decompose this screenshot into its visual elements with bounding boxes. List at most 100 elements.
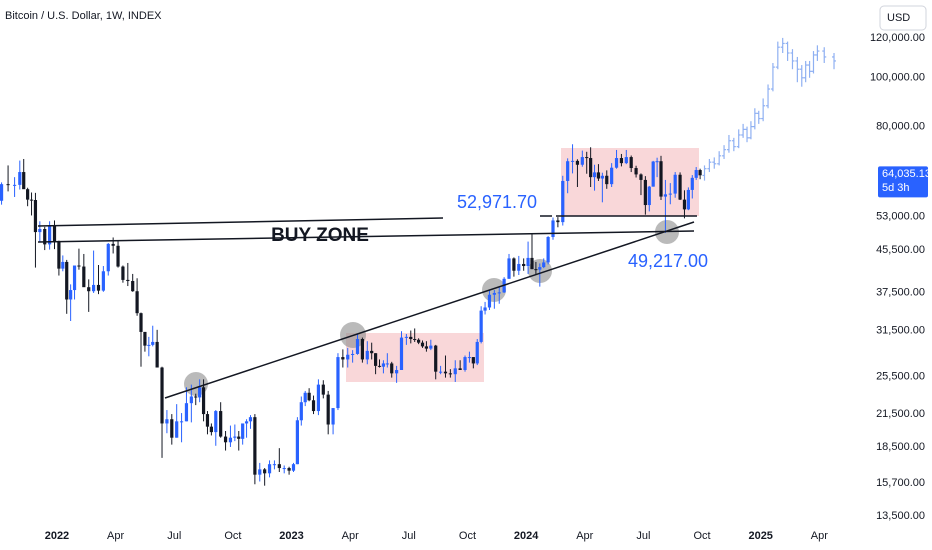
candle-body <box>507 258 511 279</box>
candle-body <box>57 241 61 269</box>
candle-body <box>96 284 101 291</box>
currency-button[interactable] <box>879 5 927 31</box>
candle-body <box>267 464 272 474</box>
x-tick-label: 2023 <box>279 530 303 542</box>
annotation: BUY ZONE <box>271 225 369 246</box>
candle-body <box>321 384 325 395</box>
candle-body <box>443 371 448 374</box>
candle-body <box>479 310 483 342</box>
candle-body <box>336 357 340 409</box>
candle-body <box>346 354 350 360</box>
candle-body <box>277 464 281 469</box>
candle-body <box>512 258 516 271</box>
candle-body <box>424 346 429 349</box>
annotation: 52,971.70 <box>457 192 537 212</box>
candle-body <box>551 220 555 238</box>
candle-body <box>668 193 672 195</box>
candle-body <box>538 267 542 270</box>
candle-body <box>287 468 291 471</box>
x-tick-label: Jul <box>167 530 181 542</box>
candle-body <box>395 369 399 374</box>
candle-body <box>429 345 433 349</box>
candle-body <box>390 363 394 374</box>
candle-body <box>258 469 262 475</box>
candle-body <box>87 287 91 292</box>
candle-body <box>534 269 538 271</box>
candle-body <box>92 284 96 292</box>
candle-body <box>253 417 257 475</box>
candle-body <box>530 257 534 270</box>
candle-body <box>48 225 52 245</box>
trend-line <box>164 221 695 399</box>
candle-body <box>43 229 47 245</box>
candle-body <box>303 392 307 403</box>
candle-body <box>116 245 120 267</box>
x-tick-label: 2024 <box>514 530 539 542</box>
candle-body <box>326 394 330 425</box>
candle-body <box>33 200 38 233</box>
candle-body <box>52 225 57 242</box>
candle-body <box>566 161 570 181</box>
x-tick-label: Apr <box>342 530 359 542</box>
candle-body <box>542 262 546 268</box>
candle-body <box>299 402 303 421</box>
candle-body <box>517 263 521 271</box>
x-tick-label: Oct <box>459 530 476 542</box>
candle-body <box>6 184 10 186</box>
candle-body <box>413 339 417 341</box>
candle-body <box>365 350 369 360</box>
candle-body <box>522 263 526 267</box>
candle-body <box>556 220 560 223</box>
candle-body <box>184 403 189 422</box>
y-tick-label: 37,500.00 <box>876 286 925 298</box>
candle-body <box>663 194 668 197</box>
candle-body <box>698 170 702 176</box>
candle-body <box>65 261 69 300</box>
x-tick-label: Oct <box>224 530 241 542</box>
candle-body <box>417 339 421 343</box>
candle-body <box>69 290 73 300</box>
candle-body <box>101 271 105 291</box>
candle-body <box>198 387 202 398</box>
candle-body <box>381 363 386 367</box>
candle-body <box>377 365 382 367</box>
candle-body <box>546 237 550 263</box>
candle-body <box>0 184 4 201</box>
currency-label[interactable]: USD <box>887 12 910 24</box>
candle-body <box>131 281 135 292</box>
candle-body <box>223 436 228 443</box>
candle-body <box>170 419 174 438</box>
candle-body <box>570 160 575 162</box>
candle-body <box>467 357 472 359</box>
candle-body <box>647 186 651 206</box>
candle-body <box>639 174 643 180</box>
y-tick-label: 25,500.00 <box>876 371 925 383</box>
candle-body <box>420 342 425 347</box>
candle-body <box>179 421 184 423</box>
candle-body <box>434 345 438 372</box>
candle-body <box>82 266 86 288</box>
candle-body <box>38 229 42 233</box>
candle-body <box>592 172 597 178</box>
candle-body <box>619 158 624 164</box>
candle-body <box>575 160 580 165</box>
candle-body <box>682 199 687 210</box>
candle-body <box>600 175 604 179</box>
candle-body <box>605 175 609 185</box>
candle-body <box>331 408 335 425</box>
candle-body <box>360 339 364 360</box>
candle-body <box>205 414 210 427</box>
chart-title: Bitcoin / U.S. Dollar, 1W, INDEX <box>5 10 162 22</box>
candle-body <box>22 172 26 190</box>
y-tick-label: 80,000.00 <box>876 121 925 133</box>
candle-body <box>189 396 193 404</box>
candle-body <box>194 396 198 398</box>
candle-body <box>228 437 233 443</box>
annotation: 49,217.00 <box>628 251 708 271</box>
candle-body <box>214 411 218 433</box>
candle-body <box>370 350 374 354</box>
x-tick-label: Oct <box>693 530 710 542</box>
candle-body <box>471 357 475 364</box>
